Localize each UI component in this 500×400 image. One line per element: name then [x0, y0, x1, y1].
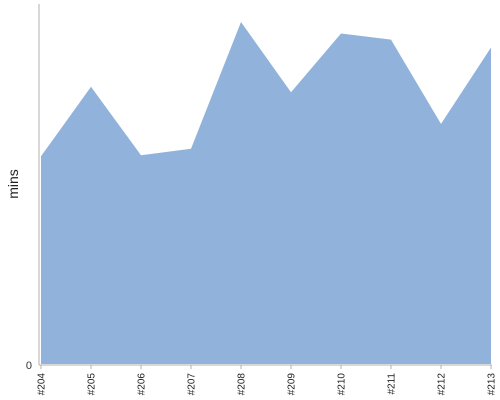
x-tick-label: #204	[37, 373, 48, 396]
x-tick-label: #205	[87, 373, 98, 396]
x-tick-label: #206	[137, 373, 148, 396]
y-tick-label-0: 0	[26, 360, 32, 372]
x-tick-label: #211	[387, 373, 398, 395]
x-tick-label: #207	[187, 373, 198, 396]
area-layer	[40, 21, 492, 364]
x-tick-labels: #204 #205 #206 #207 #208 #209 #210 #211 #212 #213	[37, 365, 498, 395]
x-tick-label: #208	[237, 373, 248, 396]
x-tick-label: #209	[287, 373, 298, 396]
x-tick-label: #213	[487, 373, 498, 396]
x-tick-label: #212	[437, 373, 448, 396]
y-axis-title: mins	[5, 169, 21, 199]
area-series	[41, 22, 491, 364]
x-tick-label: #210	[337, 373, 348, 396]
